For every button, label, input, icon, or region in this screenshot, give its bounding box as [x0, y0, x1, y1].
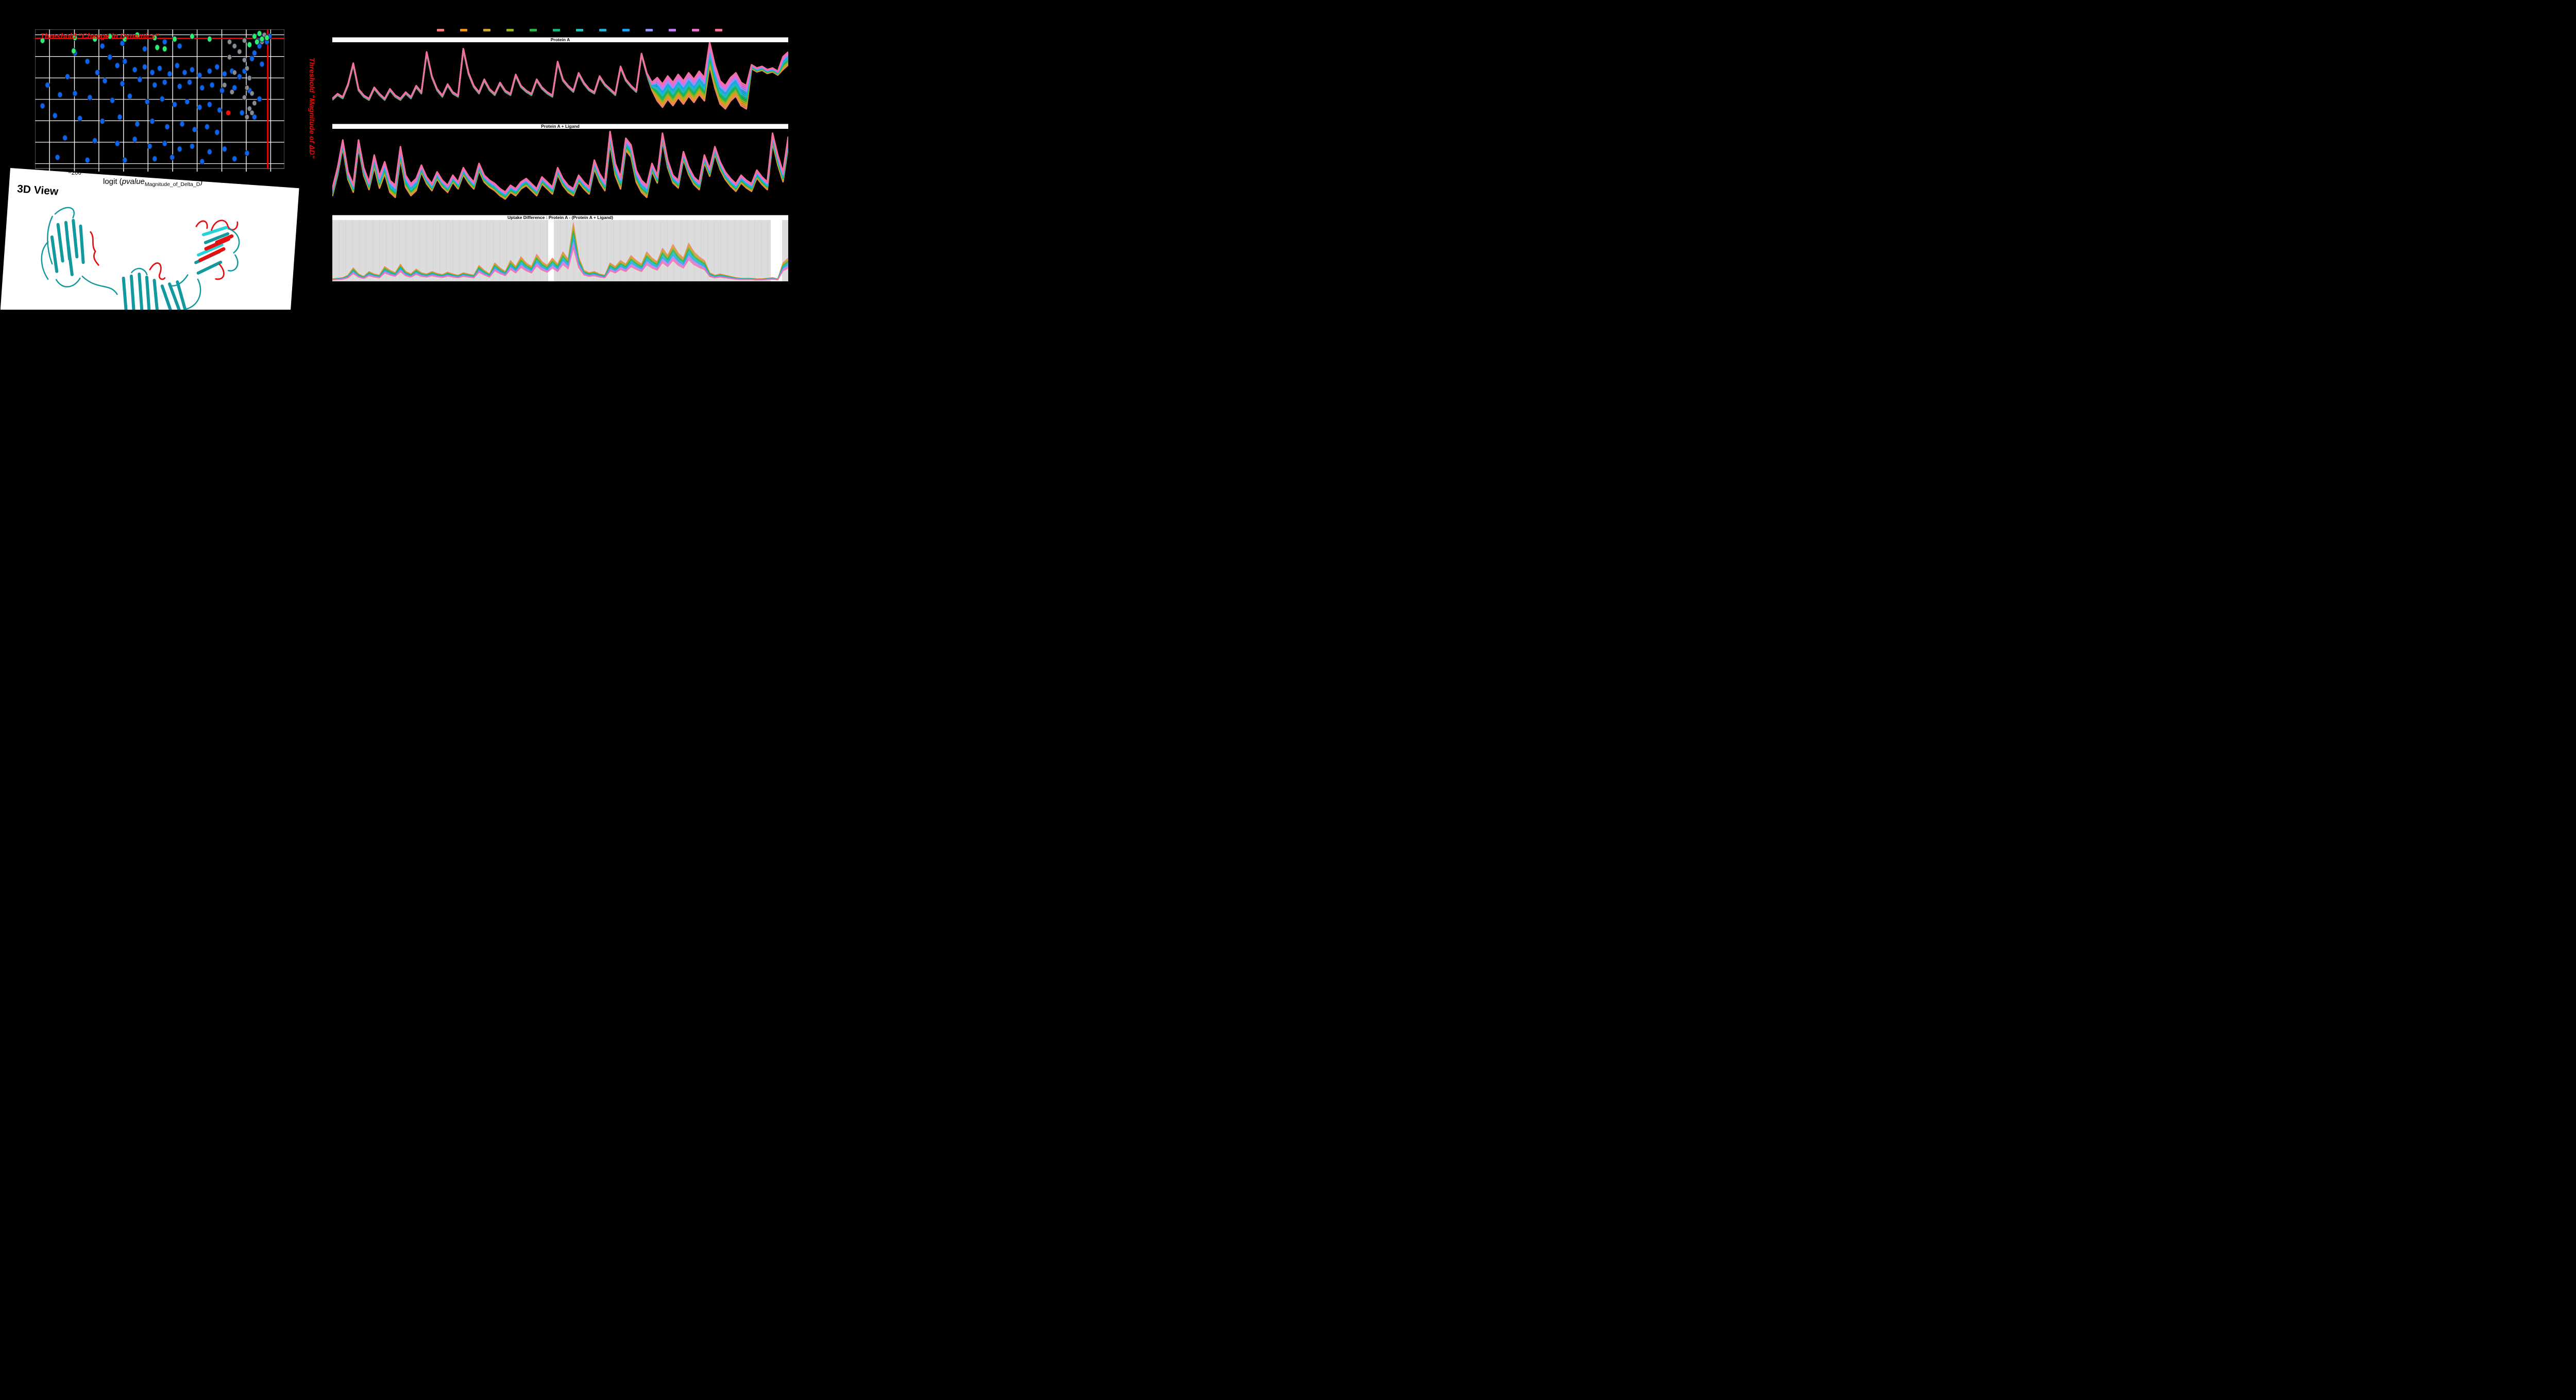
- chart-title-bar-protein-a: Protein A: [332, 37, 788, 43]
- timepoint-legend-dash: [692, 29, 699, 31]
- timepoint-legend-dash: [715, 29, 722, 31]
- uptake-difference-plot-background: [332, 220, 788, 281]
- timepoint-legend-dash: [669, 29, 676, 31]
- chart-title-protein-a-ligand: Protein A + Ligand: [541, 124, 580, 129]
- timepoint-legend-dash: [553, 29, 560, 31]
- timepoint-legend-dash: [576, 29, 583, 31]
- chart-title-protein-a: Protein A: [550, 37, 570, 42]
- volcano-x-axis-label: logit (pvalueMagnitude_of_Delta_D): [103, 177, 203, 188]
- volcano-threshold-dynamics-label: Threshold "Change in Dynamics": [40, 32, 159, 41]
- uptake-chart-protein-a[interactable]: [332, 42, 788, 123]
- chart-title-uptake-difference: Uptake Difference : Protein A - (Protein…: [507, 215, 613, 220]
- timepoint-legend-dash: [483, 29, 490, 31]
- timepoint-legend-dash: [506, 29, 514, 31]
- chart-title-bar-protein-a-ligand: Protein A + Ligand: [332, 124, 788, 130]
- missing-coverage-band: [771, 220, 782, 281]
- volcano-x-tick-150: −150: [117, 170, 130, 176]
- timepoint-legend-dash: [437, 29, 444, 31]
- volcano-x-tick-200: −200: [68, 170, 81, 176]
- protein-ribbon-3d: [41, 207, 240, 310]
- volcano-plot-area: [35, 29, 284, 172]
- app-canvas: 3D View Threshold "Change in Dynamics" T…: [0, 0, 808, 310]
- timepoint-legend-dash: [646, 29, 653, 31]
- timepoint-legend-dash: [622, 29, 630, 31]
- uptake-chart-protein-a-ligand[interactable]: [332, 130, 788, 214]
- volcano-plot[interactable]: Threshold "Change in Dynamics" Threshold…: [0, 0, 319, 216]
- timepoint-legend: [437, 29, 722, 31]
- uptake-chart-difference[interactable]: [332, 220, 788, 281]
- timepoint-legend-dash: [599, 29, 606, 31]
- missing-coverage-band: [548, 220, 554, 281]
- timepoint-legend-dash: [530, 29, 537, 31]
- volcano-threshold-magnitude-label: Threshold "Magnitude of ΔD": [308, 58, 316, 159]
- timepoint-legend-dash: [460, 29, 467, 31]
- view3d-panel[interactable]: 3D View: [0, 168, 299, 310]
